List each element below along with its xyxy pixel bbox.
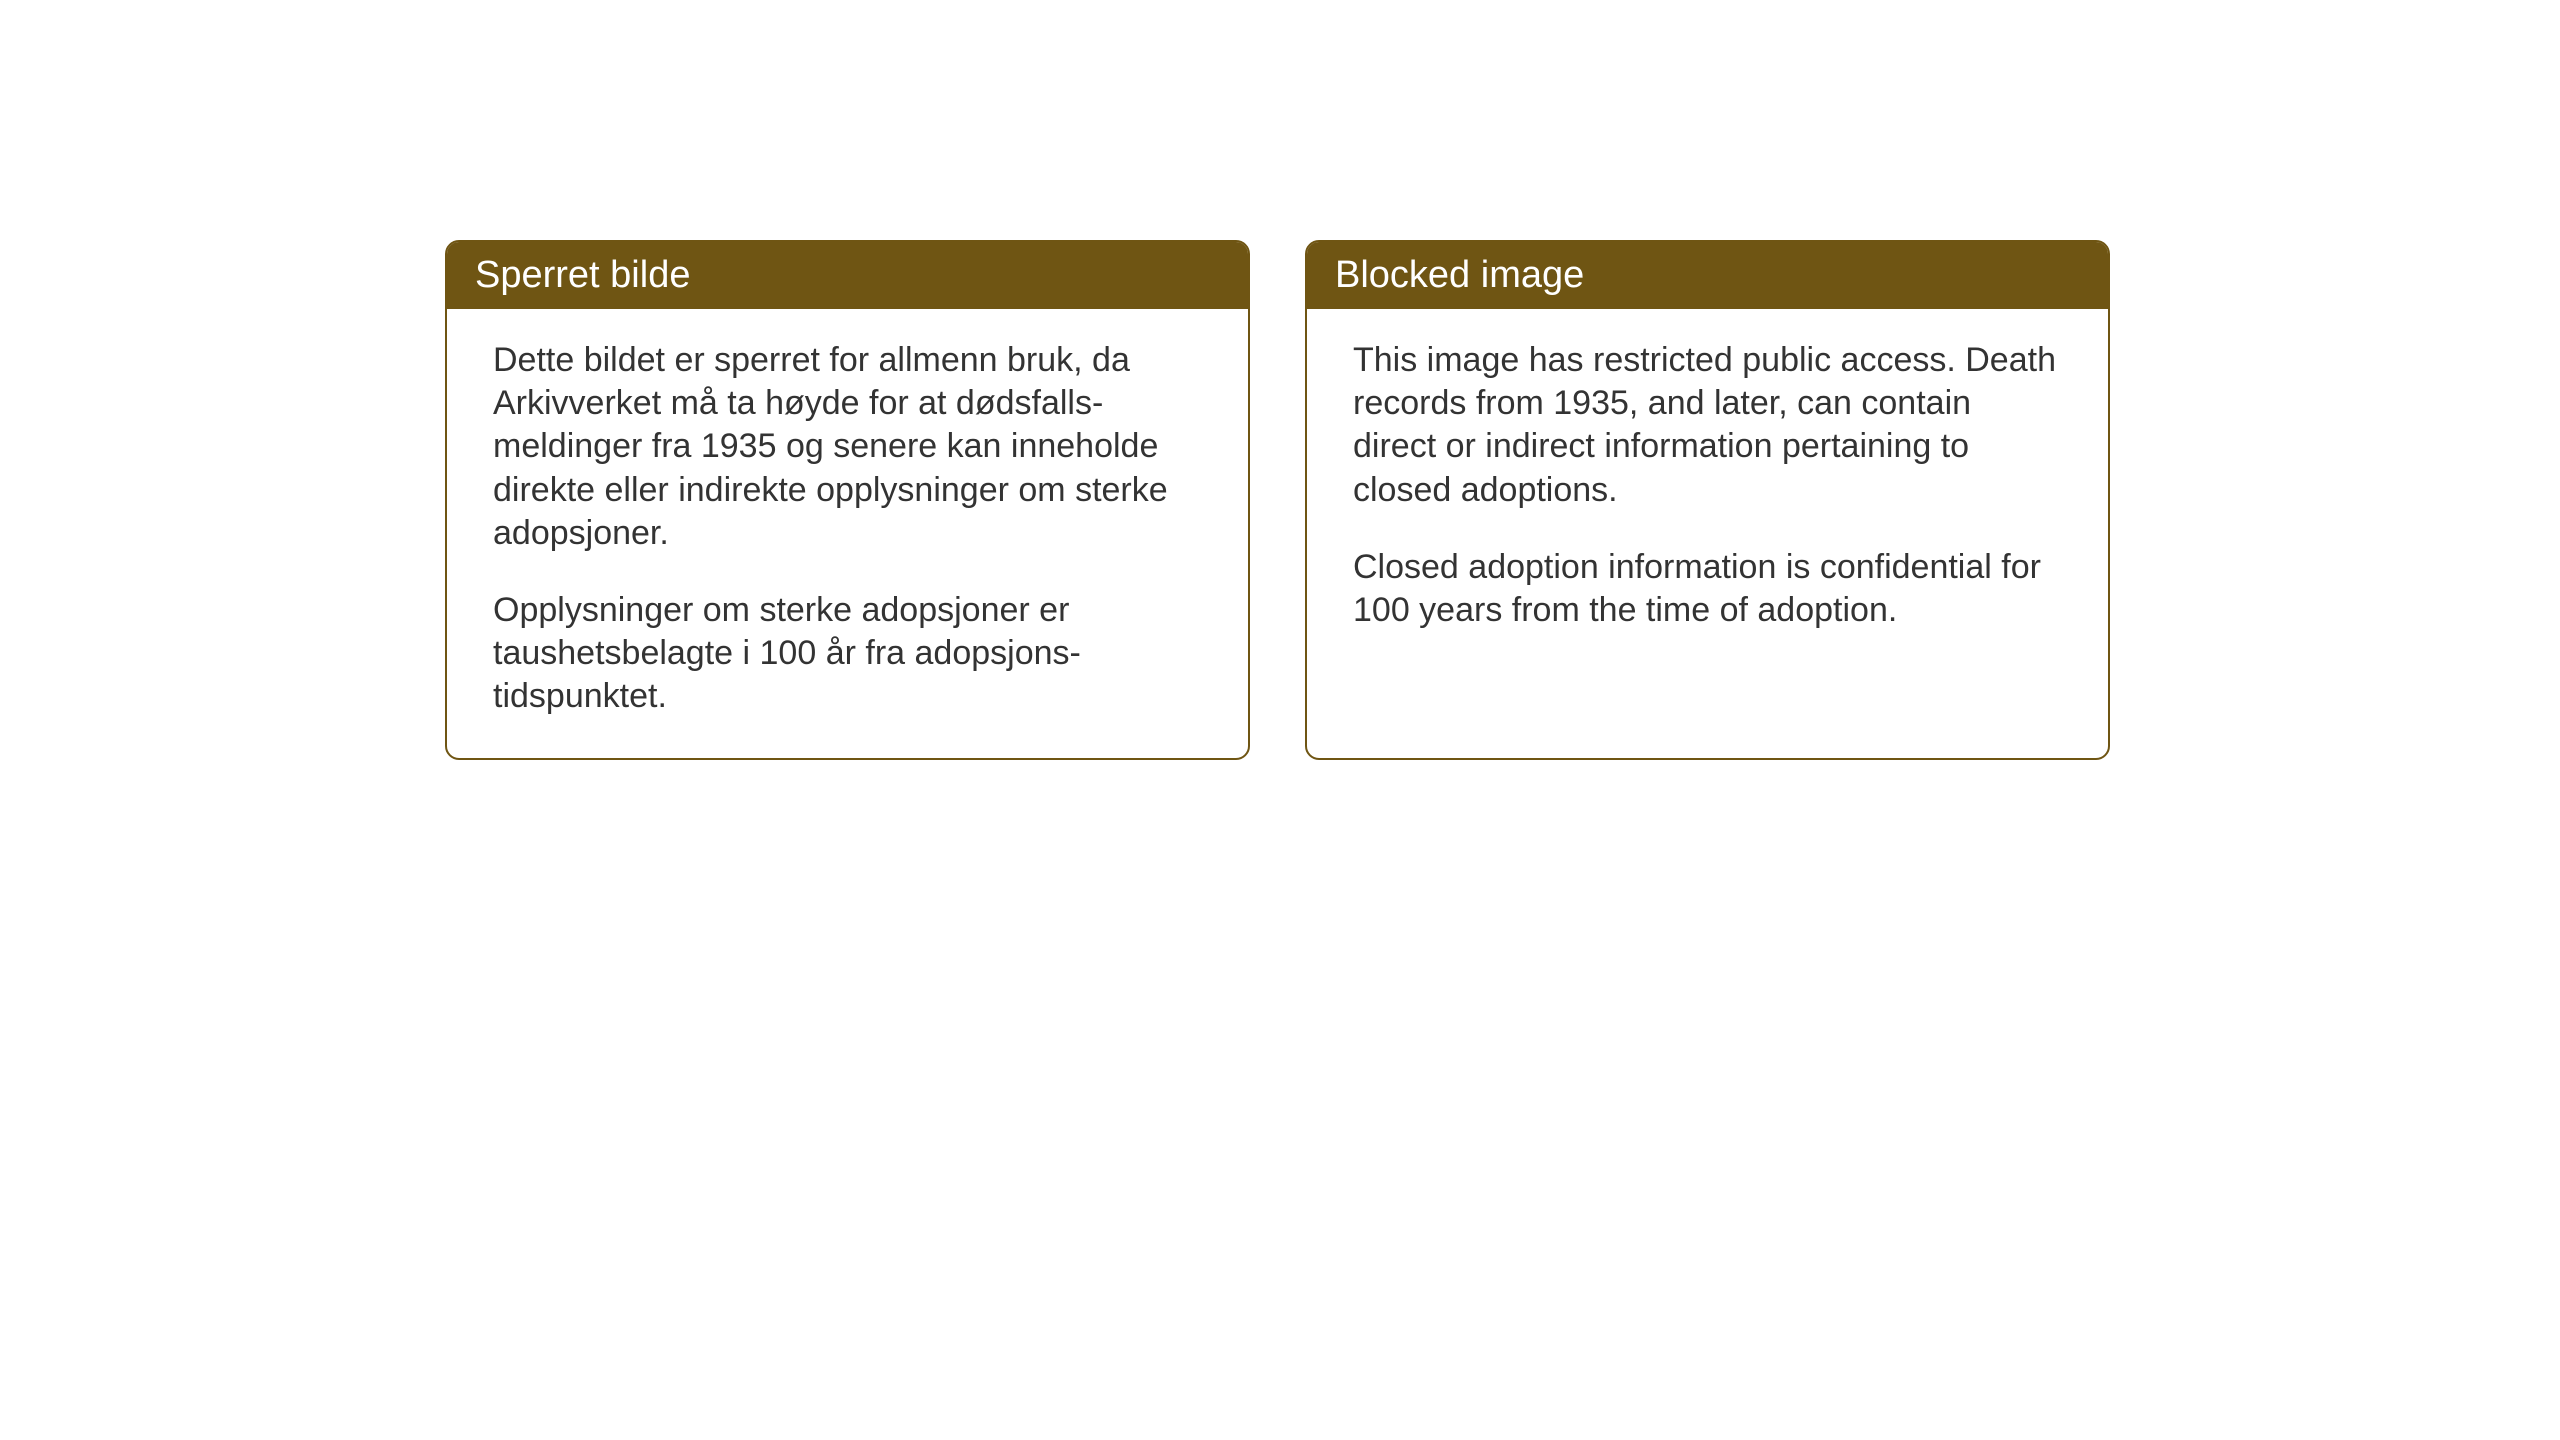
card-english-paragraph-1: This image has restricted public access.… <box>1353 339 2062 512</box>
card-norwegian: Sperret bilde Dette bildet er sperret fo… <box>445 240 1250 760</box>
card-english-header: Blocked image <box>1307 242 2108 309</box>
card-container: Sperret bilde Dette bildet er sperret fo… <box>445 240 2110 760</box>
card-english-paragraph-2: Closed adoption information is confident… <box>1353 546 2062 632</box>
card-norwegian-body: Dette bildet er sperret for allmenn bruk… <box>447 309 1248 758</box>
card-norwegian-header: Sperret bilde <box>447 242 1248 309</box>
card-english: Blocked image This image has restricted … <box>1305 240 2110 760</box>
card-norwegian-paragraph-1: Dette bildet er sperret for allmenn bruk… <box>493 339 1202 555</box>
card-norwegian-paragraph-2: Opplysninger om sterke adopsjoner er tau… <box>493 589 1202 719</box>
card-english-body: This image has restricted public access.… <box>1307 309 2108 672</box>
